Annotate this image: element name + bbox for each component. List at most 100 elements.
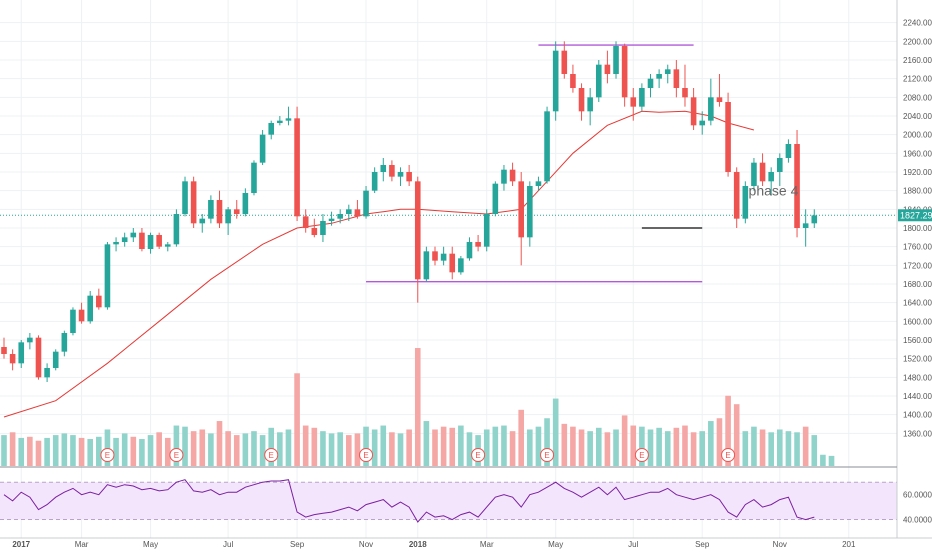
candle-body	[742, 186, 749, 219]
price-tick-label: 1640.00	[903, 299, 932, 308]
candle-body	[251, 162, 257, 193]
volume-bar	[156, 432, 162, 466]
volume-bar	[613, 429, 619, 466]
candle-body	[121, 237, 128, 242]
candle-body	[501, 169, 507, 184]
volume-bar	[52, 435, 59, 466]
candle-body	[613, 46, 619, 74]
volume-bar	[570, 426, 576, 466]
candle-body	[639, 88, 645, 107]
volume-bar	[320, 431, 326, 466]
volume-bar	[363, 426, 369, 466]
price-tick-label: 2200.00	[903, 37, 932, 46]
candle-body	[578, 88, 585, 112]
volume-bar	[285, 429, 292, 466]
rsi-band	[0, 482, 897, 520]
volume-bar	[225, 431, 231, 466]
volume-bar	[578, 429, 585, 466]
volume-bar	[751, 426, 757, 466]
volume-bar	[777, 429, 783, 466]
candle-body	[164, 244, 171, 247]
candle-body	[130, 232, 137, 238]
candle-body	[397, 172, 404, 177]
volume-bar	[414, 348, 421, 466]
time-tick-label: Nov	[359, 540, 373, 549]
candle-body	[337, 214, 343, 219]
price-tick-label: 1960.00	[903, 149, 932, 158]
price-tick-label: 2000.00	[903, 131, 932, 140]
candle-body	[259, 134, 266, 163]
candle-body	[225, 209, 231, 224]
volume-bar	[458, 425, 464, 466]
phase-annotation: phase 4	[749, 183, 799, 199]
volume-bar	[121, 433, 128, 466]
candle-body	[708, 97, 714, 121]
earnings-marker-label: E	[639, 451, 644, 460]
candle-body	[173, 214, 180, 245]
volume-bar	[173, 425, 180, 466]
earnings-marker-label: E	[725, 451, 730, 460]
earnings-marker-label: E	[475, 451, 480, 460]
earnings-marker-label: E	[544, 451, 549, 460]
volume-bar	[35, 440, 42, 466]
volume-bar	[690, 432, 697, 466]
volume-bar	[346, 435, 352, 466]
candle-body	[414, 181, 421, 280]
candle-body	[363, 190, 369, 217]
volume-bar	[130, 436, 137, 466]
volume-bar	[311, 427, 318, 466]
price-tick-label: 2080.00	[903, 93, 932, 102]
volume-bar	[87, 439, 93, 466]
volume-bar	[397, 433, 404, 466]
volume-bar	[113, 437, 119, 466]
earnings-marker-label: E	[174, 451, 179, 460]
price-tick-label: 1600.00	[903, 317, 932, 326]
volume-bar	[794, 432, 800, 466]
candle-body	[811, 215, 818, 224]
rsi-line	[3, 479, 815, 523]
volume-bar	[302, 425, 309, 466]
volume-bar	[371, 429, 378, 466]
price-tick-label: 1720.00	[903, 261, 932, 270]
volume-bar	[389, 432, 395, 466]
candle-body	[96, 295, 102, 308]
candle-body	[561, 50, 568, 74]
price-tick-label: 2040.00	[903, 112, 932, 121]
last-price-tag: 1827.29	[898, 209, 932, 222]
volume-bar	[380, 425, 387, 466]
candle-body	[449, 253, 456, 273]
time-tick-label: Jul	[223, 540, 233, 549]
volume-bar	[277, 432, 283, 466]
volume-bar	[18, 437, 25, 466]
price-tick-label: 1360.00	[903, 429, 932, 438]
candle-body	[9, 354, 16, 364]
earnings-marker	[169, 448, 184, 462]
price-tick-label: 1680.00	[903, 280, 932, 289]
candle-body	[285, 118, 292, 121]
volume-bar	[699, 431, 706, 466]
candle-body	[518, 181, 524, 238]
rsi-tick-label: 60.0000	[903, 491, 932, 500]
candle-body	[328, 218, 335, 221]
candle-body	[664, 69, 671, 74]
candle-body	[570, 74, 576, 88]
volume-bar	[604, 432, 611, 466]
volume-bar	[1, 435, 7, 466]
candle-body	[630, 97, 637, 107]
volume-bar	[78, 437, 85, 466]
candle-body	[682, 88, 688, 98]
volume-bar	[802, 426, 809, 466]
volume-bar	[483, 429, 490, 466]
last-price-box	[898, 209, 932, 222]
candle-body	[535, 181, 542, 186]
candle-body	[208, 200, 214, 219]
time-tick-label: May	[143, 540, 158, 549]
candle-body	[432, 251, 438, 261]
moving-average-line	[3, 110, 755, 418]
candle-body	[147, 235, 154, 249]
volume-bar	[259, 435, 266, 466]
volume-bar	[61, 433, 68, 466]
earnings-marker	[100, 448, 115, 462]
candle-body	[587, 97, 593, 112]
